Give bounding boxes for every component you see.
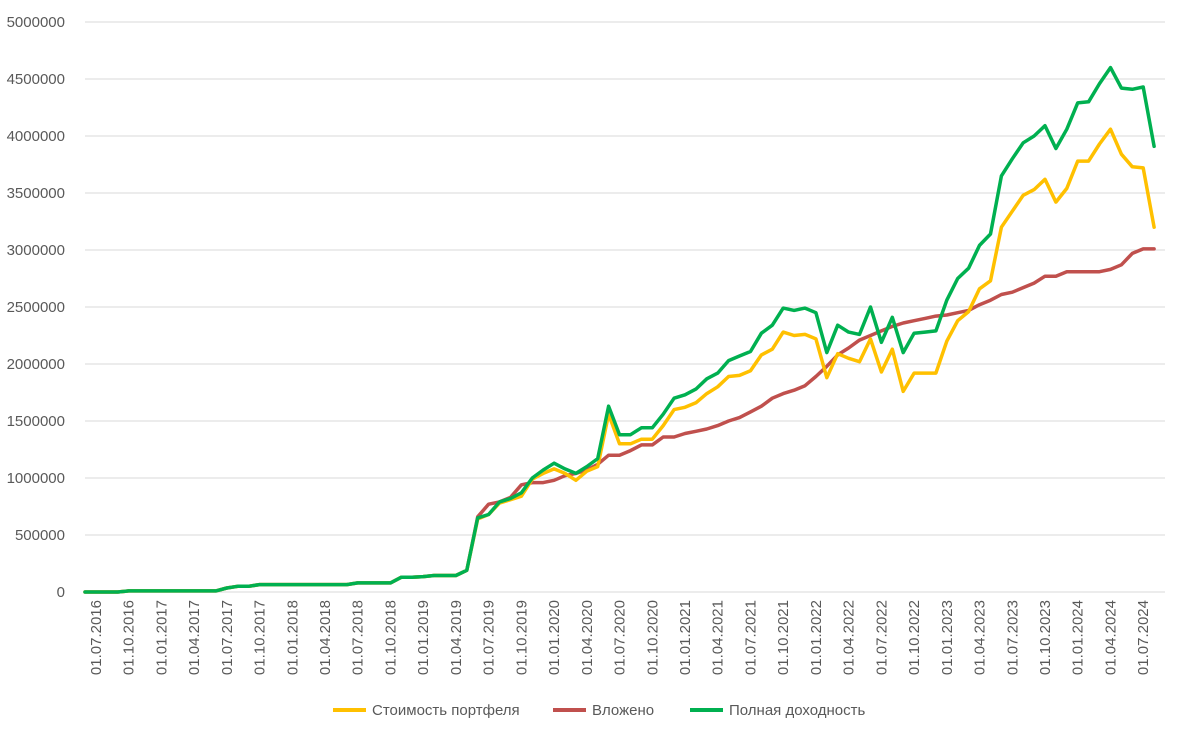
x-tick-label: 01.07.2016 bbox=[88, 600, 105, 675]
x-tick-label: 01.10.2020 bbox=[644, 600, 661, 675]
legend-label: Полная доходность bbox=[729, 702, 865, 719]
x-tick-label: 01.04.2019 bbox=[448, 600, 465, 675]
x-tick-label: 01.04.2020 bbox=[579, 600, 596, 675]
x-tick-label: 01.01.2018 bbox=[284, 600, 301, 675]
x-tick-label: 01.04.2023 bbox=[972, 600, 989, 675]
x-tick-label: 01.04.2018 bbox=[317, 600, 334, 675]
y-tick-label: 2500000 bbox=[7, 299, 65, 316]
x-tick-label: 01.10.2021 bbox=[775, 600, 792, 675]
x-tick-label: 01.01.2019 bbox=[415, 600, 432, 675]
series-lines bbox=[83, 65, 1156, 594]
y-tick-label: 5000000 bbox=[7, 14, 65, 31]
x-tick-label: 01.07.2018 bbox=[350, 600, 367, 675]
x-tick-label: 01.04.2022 bbox=[841, 600, 858, 675]
y-tick-label: 500000 bbox=[15, 527, 65, 544]
y-tick-label: 4000000 bbox=[7, 128, 65, 145]
legend: Стоимость портфеля Вложено Полная доходнос… bbox=[333, 702, 865, 719]
x-tick-label: 01.07.2019 bbox=[481, 600, 498, 675]
y-tick-label: 1500000 bbox=[7, 413, 65, 430]
x-tick-label: 01.01.2020 bbox=[546, 600, 563, 675]
y-axis-ticks: 0 500000 1000000 1500000 2000000 2500000 30000… bbox=[7, 14, 65, 601]
x-tick-label: 01.07.2020 bbox=[612, 600, 629, 675]
series-line-1 bbox=[83, 247, 1156, 594]
series-line-2 bbox=[83, 65, 1156, 594]
x-tick-label: 01.07.2017 bbox=[219, 600, 236, 675]
x-tick-label: 01.01.2017 bbox=[153, 600, 170, 675]
y-tick-label: 3500000 bbox=[7, 185, 65, 202]
x-tick-label: 01.10.2017 bbox=[252, 600, 269, 675]
gridlines bbox=[85, 21, 1165, 593]
x-tick-label: 01.07.2021 bbox=[742, 600, 759, 675]
y-tick-label: 1000000 bbox=[7, 470, 65, 487]
y-tick-label: 2000000 bbox=[7, 356, 65, 373]
y-tick-label: 4500000 bbox=[7, 71, 65, 88]
series-line-0 bbox=[83, 127, 1156, 594]
y-tick-label: 0 bbox=[57, 584, 65, 601]
x-tick-label: 01.07.2022 bbox=[873, 600, 890, 675]
x-tick-label: 01.04.2024 bbox=[1102, 600, 1119, 675]
x-tick-label: 01.10.2023 bbox=[1037, 600, 1054, 675]
legend-label: Вложено bbox=[592, 702, 654, 719]
y-tick-label: 3000000 bbox=[7, 242, 65, 259]
x-tick-label: 01.01.2021 bbox=[677, 600, 694, 675]
x-tick-label: 01.10.2016 bbox=[121, 600, 138, 675]
x-tick-label: 01.10.2018 bbox=[382, 600, 399, 675]
x-tick-label: 01.01.2023 bbox=[939, 600, 956, 675]
x-axis-ticks: 01.07.2016 01.10.2016 01.01.2017 01.04.2017… bbox=[88, 600, 1152, 675]
legend-label: Стоимость портфеля bbox=[372, 702, 520, 719]
x-tick-label: 01.10.2022 bbox=[906, 600, 923, 675]
x-tick-label: 01.07.2024 bbox=[1135, 600, 1152, 675]
x-tick-label: 01.10.2019 bbox=[513, 600, 530, 675]
x-tick-label: 01.01.2022 bbox=[808, 600, 825, 675]
x-tick-label: 01.07.2023 bbox=[1004, 600, 1021, 675]
x-tick-label: 01.01.2024 bbox=[1070, 600, 1087, 675]
x-tick-label: 01.04.2017 bbox=[186, 600, 203, 675]
x-tick-label: 01.04.2021 bbox=[710, 600, 727, 675]
